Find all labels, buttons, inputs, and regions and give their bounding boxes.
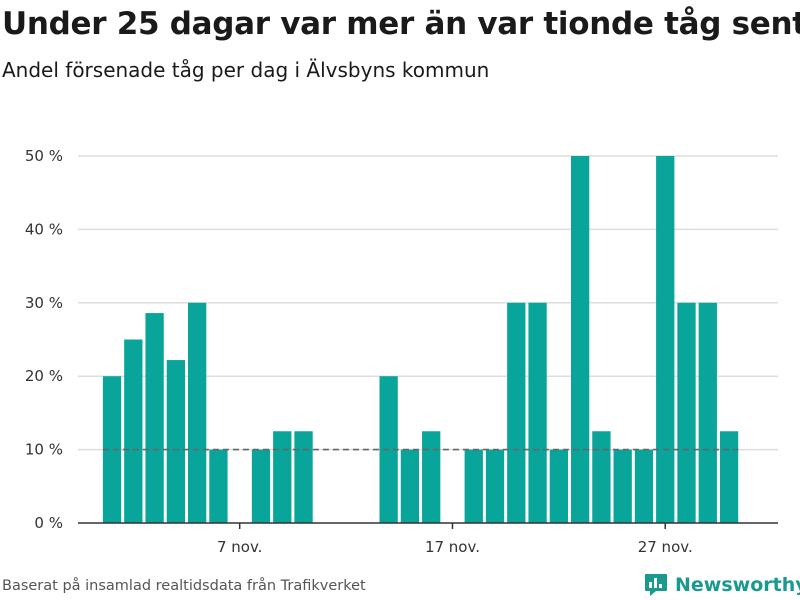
bar-nov-16 xyxy=(422,431,441,523)
bar-nov-15 xyxy=(400,449,420,523)
bar-nov-24 xyxy=(592,431,611,523)
bar-nov-21 xyxy=(528,302,547,523)
bar-nov-18 xyxy=(464,449,483,523)
y-tick-label-1: 10 % xyxy=(25,441,63,459)
y-tick-labels: 0 % 10 % 20 % 30 % 40 % 50 % xyxy=(25,147,63,532)
x-tick-label-0: 7 nov. xyxy=(217,538,262,556)
bar-nov-29 xyxy=(698,302,717,523)
chart-subtitle: Andel försenade tåg per dag i Älvsbyns k… xyxy=(2,58,490,82)
bar-nov-3 xyxy=(145,313,164,523)
bar-series xyxy=(102,156,739,523)
bar-nov-9 xyxy=(273,431,292,523)
y-tick-label-5: 50 % xyxy=(25,147,63,165)
bar-nov-1 xyxy=(102,376,122,523)
bar-nov-8 xyxy=(251,449,271,523)
x-tick-label-1: 17 nov. xyxy=(425,538,480,556)
bar-nov-2 xyxy=(124,339,143,523)
bar-nov-4 xyxy=(166,360,186,523)
y-tick-label-0: 0 % xyxy=(34,514,63,532)
bar-chart-logo-icon xyxy=(645,574,667,596)
bar-nov-28 xyxy=(677,302,696,523)
y-tick-label-2: 20 % xyxy=(25,367,63,385)
x-tick-labels: 7 nov. 17 nov. 27 nov. xyxy=(217,523,693,556)
bar-nov-27 xyxy=(656,156,675,523)
y-tick-label-4: 40 % xyxy=(25,220,63,238)
bar-nov-23 xyxy=(570,156,590,523)
bar-nov-6 xyxy=(209,449,228,523)
bar-nov-10 xyxy=(294,431,313,523)
bar-nov-30 xyxy=(719,431,739,523)
bar-nov-26 xyxy=(634,449,654,523)
bar-nov-22 xyxy=(549,449,568,523)
y-tick-label-3: 30 % xyxy=(25,294,63,312)
x-tick-label-2: 27 nov. xyxy=(638,538,693,556)
bar-nov-25 xyxy=(613,449,632,523)
newsworthy-logo: Newsworthy xyxy=(643,570,800,600)
bar-nov-5 xyxy=(188,302,207,523)
bar-nov-20 xyxy=(507,302,526,523)
source-note: Baserat på insamlad realtidsdata från Tr… xyxy=(2,578,366,594)
bar-chart: 0 % 10 % 20 % 30 % 40 % 50 % 7 nov. 17 nov. 27 … xyxy=(25,147,778,556)
brand-name: Newsworthy xyxy=(675,574,800,596)
chart-title: Under 25 dagar var mer än var tionde tåg… xyxy=(2,6,800,42)
bar-nov-19 xyxy=(485,449,505,523)
